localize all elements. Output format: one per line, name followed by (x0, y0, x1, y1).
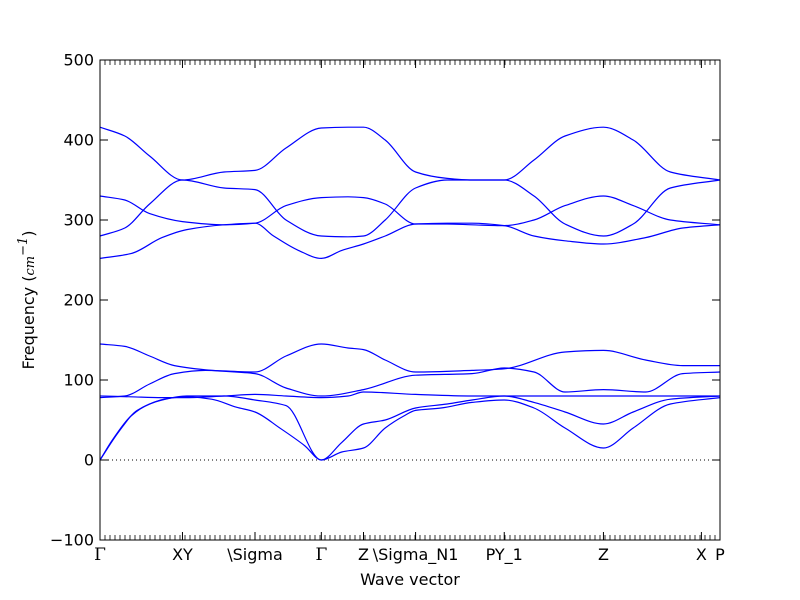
x-tick-label: PY_1 (486, 545, 523, 565)
x-tick-label: Γ (315, 545, 327, 565)
x-axis-label: Wave vector (360, 570, 460, 589)
x-tick-label: Z (598, 545, 609, 564)
x-tick-label: \Sigma (227, 545, 283, 564)
plot-area (100, 60, 720, 540)
y-tick-label: −100 (50, 531, 94, 550)
y-axis-label-close: ) (19, 230, 38, 236)
y-tick-label: 200 (63, 291, 94, 310)
band-5 (99, 343, 721, 397)
svg-text:Frequency (cm−1): Frequency (cm−1) (16, 230, 39, 369)
x-tick-label: \Sigma_N1 (373, 545, 459, 565)
y-tick-label: 400 (63, 131, 94, 150)
band-8 (99, 179, 721, 238)
x-tick-label: X (696, 545, 707, 564)
x-tick-label: Γ (94, 545, 106, 565)
phonon-bands (99, 126, 721, 461)
x-tick-label: Z (358, 545, 369, 564)
band-6 (99, 222, 721, 260)
band-9 (99, 126, 721, 181)
y-tick-label: 300 (63, 211, 94, 230)
band-7 (99, 195, 721, 227)
minor-x-ticks (99, 60, 721, 540)
y-tick-label: 0 (84, 451, 94, 470)
y-tick-labels: −100 0 100 200 300 400 500 (50, 51, 94, 550)
band-3 (99, 391, 720, 399)
x-tick-labels: Γ XY \Sigma Γ Z \Sigma_N1 PY_1 Z X P (94, 545, 725, 565)
x-tick-label: XY (172, 545, 193, 564)
y-axis-unit-exponent: −1 (16, 237, 31, 256)
y-axis-unit: cm (23, 256, 38, 276)
y-axis-label: Frequency (cm−1) (16, 230, 39, 369)
x-tick-label: P (715, 545, 725, 564)
plot-frame (99, 59, 721, 541)
band-4 (99, 343, 720, 399)
y-tick-label: 500 (63, 51, 94, 70)
y-axis-label-text: Frequency ( (19, 276, 38, 370)
y-tick-label: 100 (63, 371, 94, 390)
